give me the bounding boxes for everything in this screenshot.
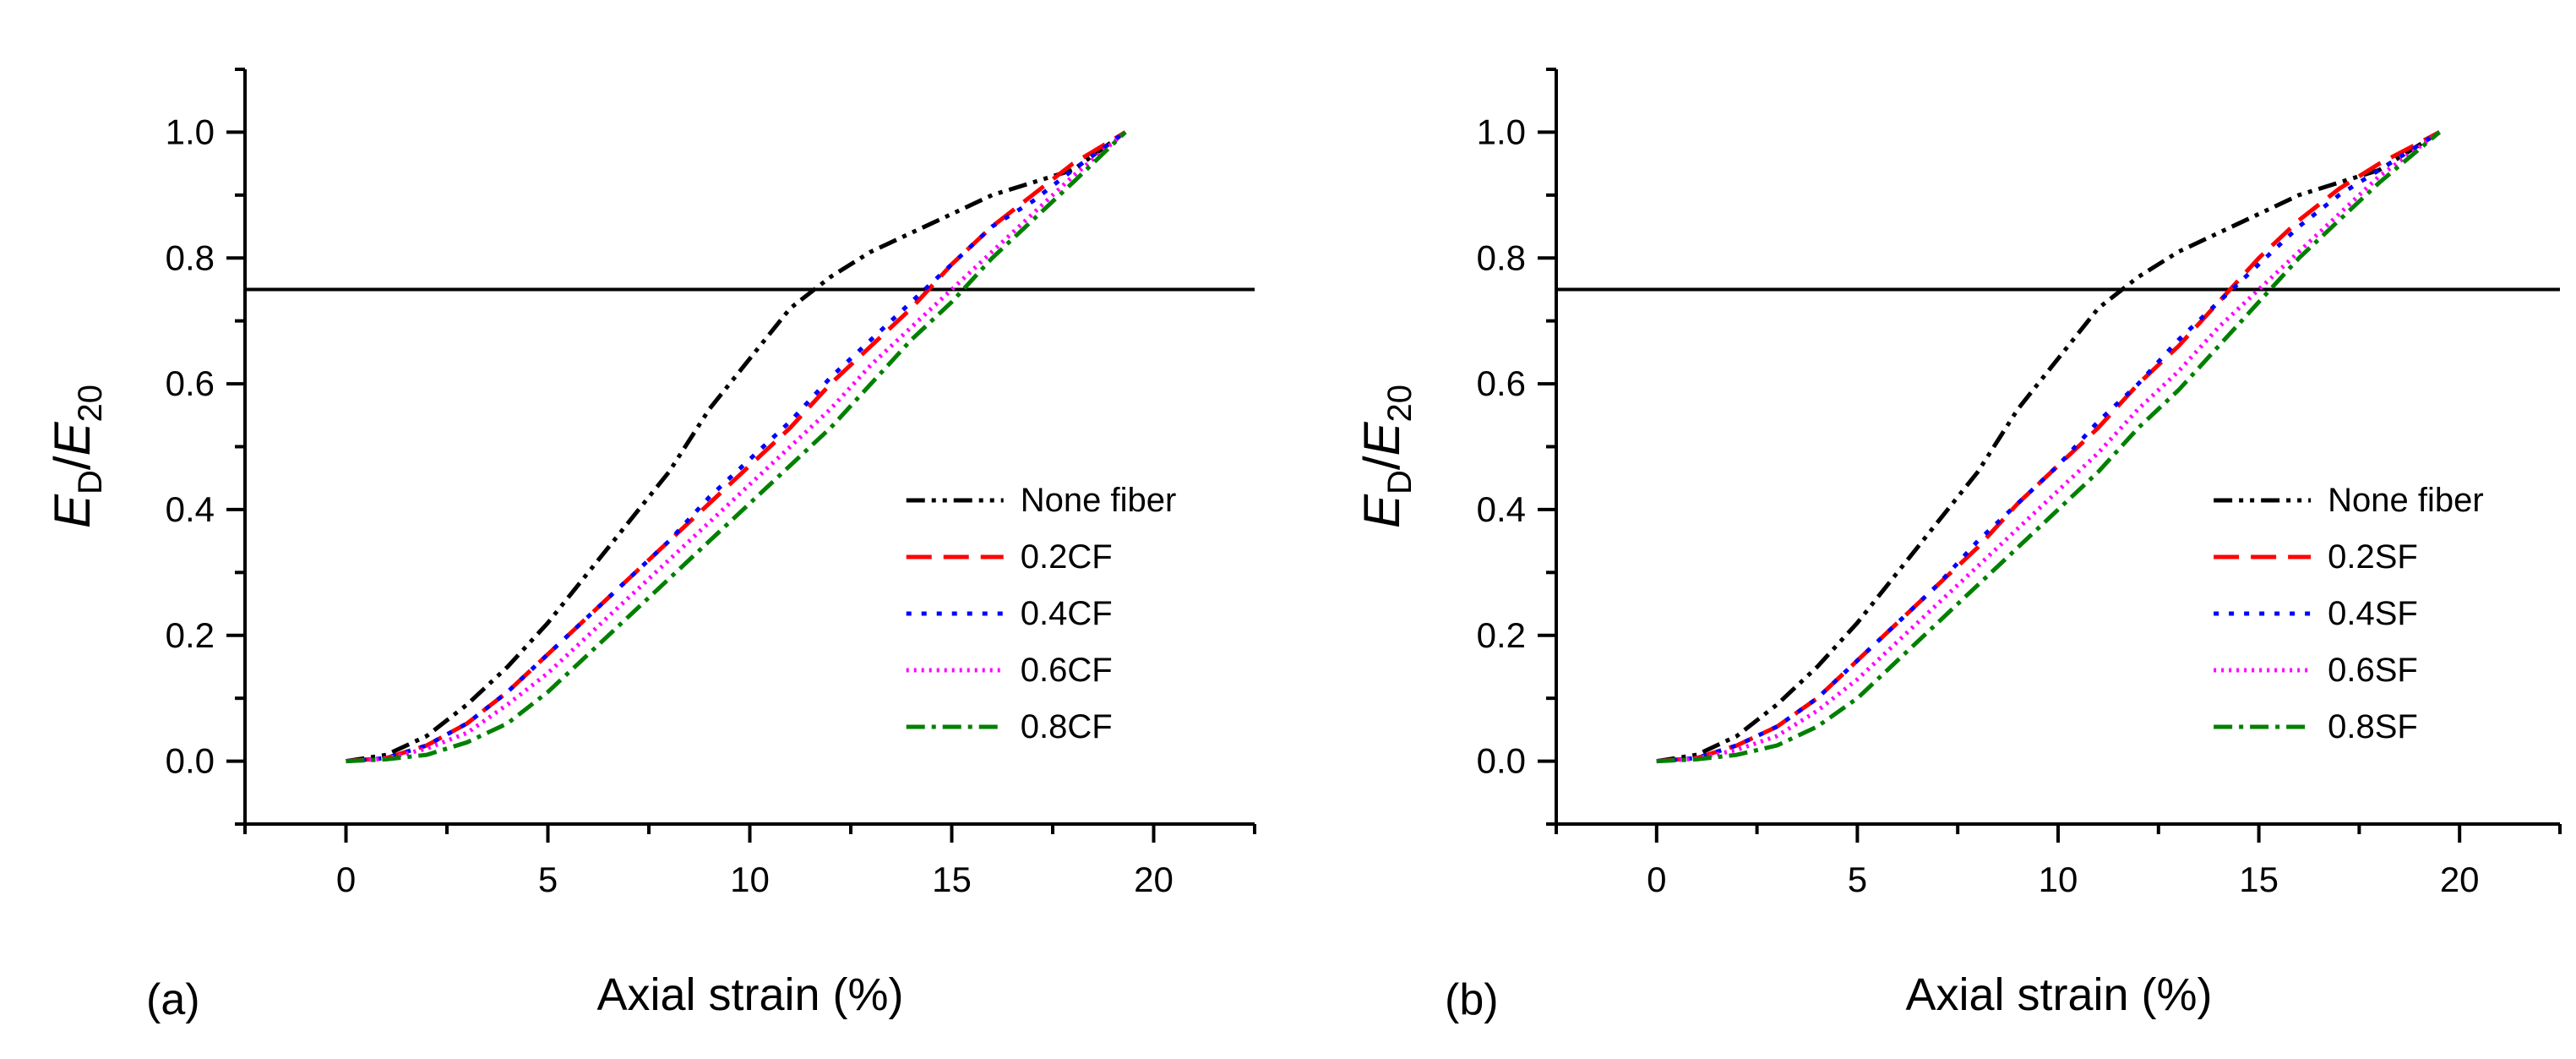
series-line-3 [346,130,1127,764]
series-line-4 [346,130,1127,764]
x-tick-label: 10 [730,860,770,899]
legend-label: 0.8CF [1021,708,1113,745]
x-ticks: 0 5 10 15 20 [243,824,1256,899]
x-tick-label: 10 [2039,860,2078,899]
x-tick-label: 0 [1647,860,1666,899]
x-tick-label: 15 [2239,860,2279,899]
panel-b: 0 5 10 15 20 0.0 0.2 0.4 0.6 0.8 1.0 None fiber 0.… [1353,68,2562,1024]
legend: None fiber 0.2SF 0.4SF 0.6SF 0.8SF [2214,482,2484,745]
y-tick-label: 0.4 [166,489,215,529]
y-ticks: 0.0 0.2 0.4 0.6 0.8 1.0 [1477,68,1556,826]
y-tick-label: 1.0 [166,112,215,151]
legend-label: 0.2CF [1021,538,1113,576]
legend-label: 0.6SF [2328,652,2418,689]
x-tick-label: 15 [932,860,972,899]
x-tick-label: 20 [2440,860,2480,899]
y-axis-title-slash: / [1353,456,1410,470]
legend-label: None fiber [1021,482,1177,519]
series-lines [346,130,1127,764]
x-tick-label: 5 [538,860,558,899]
legend-label: 0.4SF [2328,595,2418,632]
y-tick-label: 0.0 [1477,741,1526,781]
x-tick-label: 20 [1134,860,1174,899]
legend-label: 0.8SF [2328,708,2418,745]
panel-label: (b) [1445,975,1499,1024]
y-axis-title-sub2: 20 [72,385,109,423]
y-axis-title-e: E [1353,494,1410,528]
y-tick-label: 0.4 [1477,489,1526,529]
series-line-3 [1656,130,2441,764]
legend-label: 0.6CF [1021,652,1113,689]
series-line-0 [1656,130,2441,764]
x-axis-title: Axial strain (%) [1905,969,2212,1020]
y-tick-label: 0.8 [1477,237,1526,277]
series-line-1 [346,130,1127,764]
series-line-0 [346,130,1127,764]
y-axis-title-slash: / [44,456,101,470]
series-line-2 [1656,130,2441,764]
y-tick-label: 0.2 [166,615,215,655]
series-line-4 [1656,130,2442,764]
y-tick-label: 0.2 [1477,615,1526,655]
x-tick-label: 0 [336,860,356,899]
y-axis-title-e2: E [1353,421,1410,456]
series-lines [1656,130,2442,764]
panel-label: (a) [146,975,200,1024]
y-axis-title: ED/E20 [1353,385,1419,528]
panel-a: 0 5 10 15 20 0.0 0.2 0.4 0.6 0.8 1.0 None fiber 0.… [44,68,1256,1024]
y-axis-title-e: E [44,494,101,528]
y-tick-label: 0.8 [166,237,215,277]
y-axis-title-sub2: 20 [1381,385,1419,423]
y-ticks: 0.0 0.2 0.4 0.6 0.8 1.0 [166,68,245,826]
x-axis-title: Axial strain (%) [596,969,903,1020]
y-tick-label: 0.6 [166,363,215,403]
y-tick-label: 0.0 [166,741,215,781]
y-axis-title-sub1: D [72,470,109,494]
y-axis-title: ED/E20 [44,385,109,528]
x-tick-label: 5 [1848,860,1867,899]
y-axis-title-sub1: D [1381,470,1419,494]
x-ticks: 0 5 10 15 20 [1555,824,2562,899]
y-tick-label: 0.6 [1477,363,1526,403]
legend-label: None fiber [2328,482,2484,519]
series-line-2 [346,130,1127,764]
y-axis-title-e2: E [44,421,101,456]
y-tick-label: 1.0 [1477,112,1526,151]
legend-label: 0.4CF [1021,595,1113,632]
legend: None fiber 0.2CF 0.4CF 0.6CF 0.8CF [906,482,1177,745]
legend-label: 0.2SF [2328,538,2418,576]
series-line-1 [1656,130,2441,764]
